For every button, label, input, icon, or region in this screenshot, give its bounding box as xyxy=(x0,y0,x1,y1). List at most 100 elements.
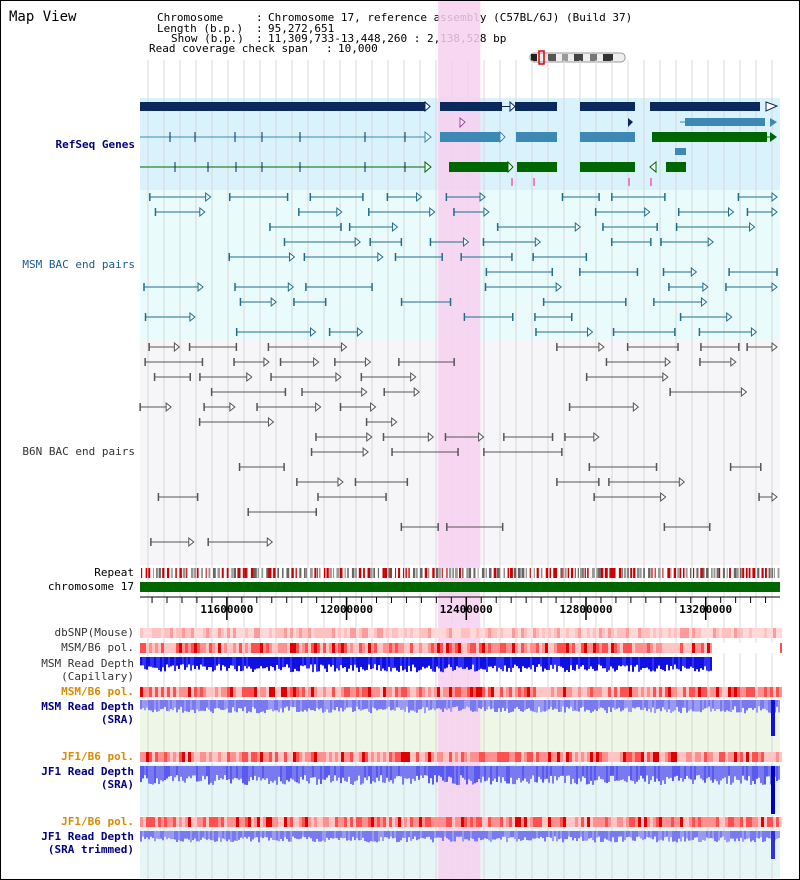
depth-bar[interactable] xyxy=(454,700,456,708)
depth-bar[interactable] xyxy=(556,657,558,672)
depth-bar[interactable] xyxy=(274,831,276,841)
polymorphism-cell[interactable] xyxy=(473,628,476,638)
polymorphism-cell[interactable] xyxy=(545,643,548,653)
depth-bar[interactable] xyxy=(474,700,476,712)
repeat-element[interactable] xyxy=(679,568,682,578)
depth-bar[interactable] xyxy=(168,831,170,838)
depth-bar[interactable] xyxy=(200,700,202,711)
depth-bar[interactable] xyxy=(486,657,488,672)
depth-bar[interactable] xyxy=(518,700,520,710)
depth-bar[interactable] xyxy=(466,766,468,785)
polymorphism-cell[interactable] xyxy=(773,687,776,697)
polymorphism-cell[interactable] xyxy=(338,687,341,697)
polymorphism-cell[interactable] xyxy=(185,687,188,697)
depth-bar[interactable] xyxy=(528,657,530,668)
depth-bar[interactable] xyxy=(506,766,508,784)
depth-bar[interactable] xyxy=(446,831,448,839)
repeat-element[interactable] xyxy=(277,568,280,578)
polymorphism-cell[interactable] xyxy=(269,687,272,697)
repeat-element[interactable] xyxy=(521,568,525,578)
depth-bar[interactable] xyxy=(638,766,640,780)
depth-bar[interactable] xyxy=(348,831,350,841)
depth-bar[interactable] xyxy=(394,766,396,779)
depth-bar[interactable] xyxy=(596,657,598,671)
polymorphism-cell[interactable] xyxy=(365,687,368,697)
depth-bar[interactable] xyxy=(696,766,698,776)
depth-bar[interactable] xyxy=(710,700,712,712)
depth-bar[interactable] xyxy=(452,831,454,842)
depth-bar[interactable] xyxy=(520,766,522,783)
msm-bac-end-pairs-track[interactable] xyxy=(143,191,778,338)
repeat-element[interactable] xyxy=(742,568,745,578)
depth-bar[interactable] xyxy=(414,766,416,781)
polymorphism-cell[interactable] xyxy=(491,643,494,653)
depth-bar[interactable] xyxy=(676,700,678,707)
depth-bar[interactable] xyxy=(612,700,614,708)
depth-bar[interactable] xyxy=(270,766,272,782)
polymorphism-cell[interactable] xyxy=(740,687,743,697)
polymorphism-cell[interactable] xyxy=(446,752,449,762)
polymorphism-cell[interactable] xyxy=(299,628,302,638)
polymorphism-cell[interactable] xyxy=(542,752,545,762)
depth-bar[interactable] xyxy=(256,766,258,781)
depth-bar[interactable] xyxy=(484,700,486,711)
depth-bar[interactable] xyxy=(500,831,502,840)
polymorphism-cell[interactable] xyxy=(167,628,170,638)
depth-bar[interactable] xyxy=(686,657,688,669)
repeat-element[interactable] xyxy=(408,568,410,578)
polymorphism-cell[interactable] xyxy=(512,817,515,827)
depth-bar[interactable] xyxy=(678,766,680,781)
polymorphism-cell[interactable] xyxy=(401,687,404,697)
polymorphism-cell[interactable] xyxy=(158,817,161,827)
depth-bar[interactable] xyxy=(268,657,270,671)
depth-bar[interactable] xyxy=(726,831,728,843)
polymorphism-cell[interactable] xyxy=(494,752,497,762)
polymorphism-cell[interactable] xyxy=(302,752,305,762)
depth-bar[interactable] xyxy=(440,766,442,777)
repeat-element[interactable] xyxy=(358,568,362,578)
polymorphism-cell[interactable] xyxy=(707,752,710,762)
polymorphism-cell[interactable] xyxy=(752,752,755,762)
depth-bar[interactable] xyxy=(154,700,156,710)
repeat-element[interactable] xyxy=(598,568,601,578)
polymorphism-cell[interactable] xyxy=(746,817,749,827)
depth-bar[interactable] xyxy=(410,831,412,841)
depth-bar[interactable] xyxy=(148,766,150,784)
depth-bar[interactable] xyxy=(228,831,230,840)
depth-bar[interactable] xyxy=(714,700,716,711)
depth-bar[interactable] xyxy=(228,700,230,713)
polymorphism-cell[interactable] xyxy=(350,687,353,697)
depth-bar[interactable] xyxy=(200,766,202,781)
depth-bar[interactable] xyxy=(476,657,478,672)
polymorphism-cell[interactable] xyxy=(308,687,311,697)
polymorphism-cell[interactable] xyxy=(347,643,350,653)
repeat-element[interactable] xyxy=(246,568,248,578)
polymorphism-cell[interactable] xyxy=(647,628,650,638)
polymorphism-cell[interactable] xyxy=(311,643,314,653)
polymorphism-cell[interactable] xyxy=(434,817,437,827)
depth-bar[interactable] xyxy=(758,766,760,778)
depth-bar[interactable] xyxy=(768,831,770,839)
depth-bar[interactable] xyxy=(480,766,482,783)
polymorphism-cell[interactable] xyxy=(209,687,212,697)
depth-bar[interactable] xyxy=(434,766,436,776)
polymorphism-cell[interactable] xyxy=(476,687,479,697)
polymorphism-cell[interactable] xyxy=(218,687,221,697)
polymorphism-cell[interactable] xyxy=(470,752,473,762)
bac-end-arrow[interactable] xyxy=(356,326,364,338)
polymorphism-cell[interactable] xyxy=(710,817,713,827)
polymorphism-cell[interactable] xyxy=(755,628,758,638)
repeat-element[interactable] xyxy=(736,568,739,578)
depth-bar[interactable] xyxy=(270,831,272,838)
depth-bar[interactable] xyxy=(534,766,536,783)
depth-bar[interactable] xyxy=(400,766,402,777)
depth-bar[interactable] xyxy=(372,766,374,782)
depth-bar[interactable] xyxy=(644,831,646,840)
depth-bar[interactable] xyxy=(582,831,584,841)
polymorphism-cell[interactable] xyxy=(326,643,329,653)
depth-bar[interactable] xyxy=(546,831,548,838)
polymorphism-cell[interactable] xyxy=(533,643,536,653)
polymorphism-cell[interactable] xyxy=(380,752,383,762)
depth-bar[interactable] xyxy=(552,766,554,784)
polymorphism-cell[interactable] xyxy=(521,817,524,827)
